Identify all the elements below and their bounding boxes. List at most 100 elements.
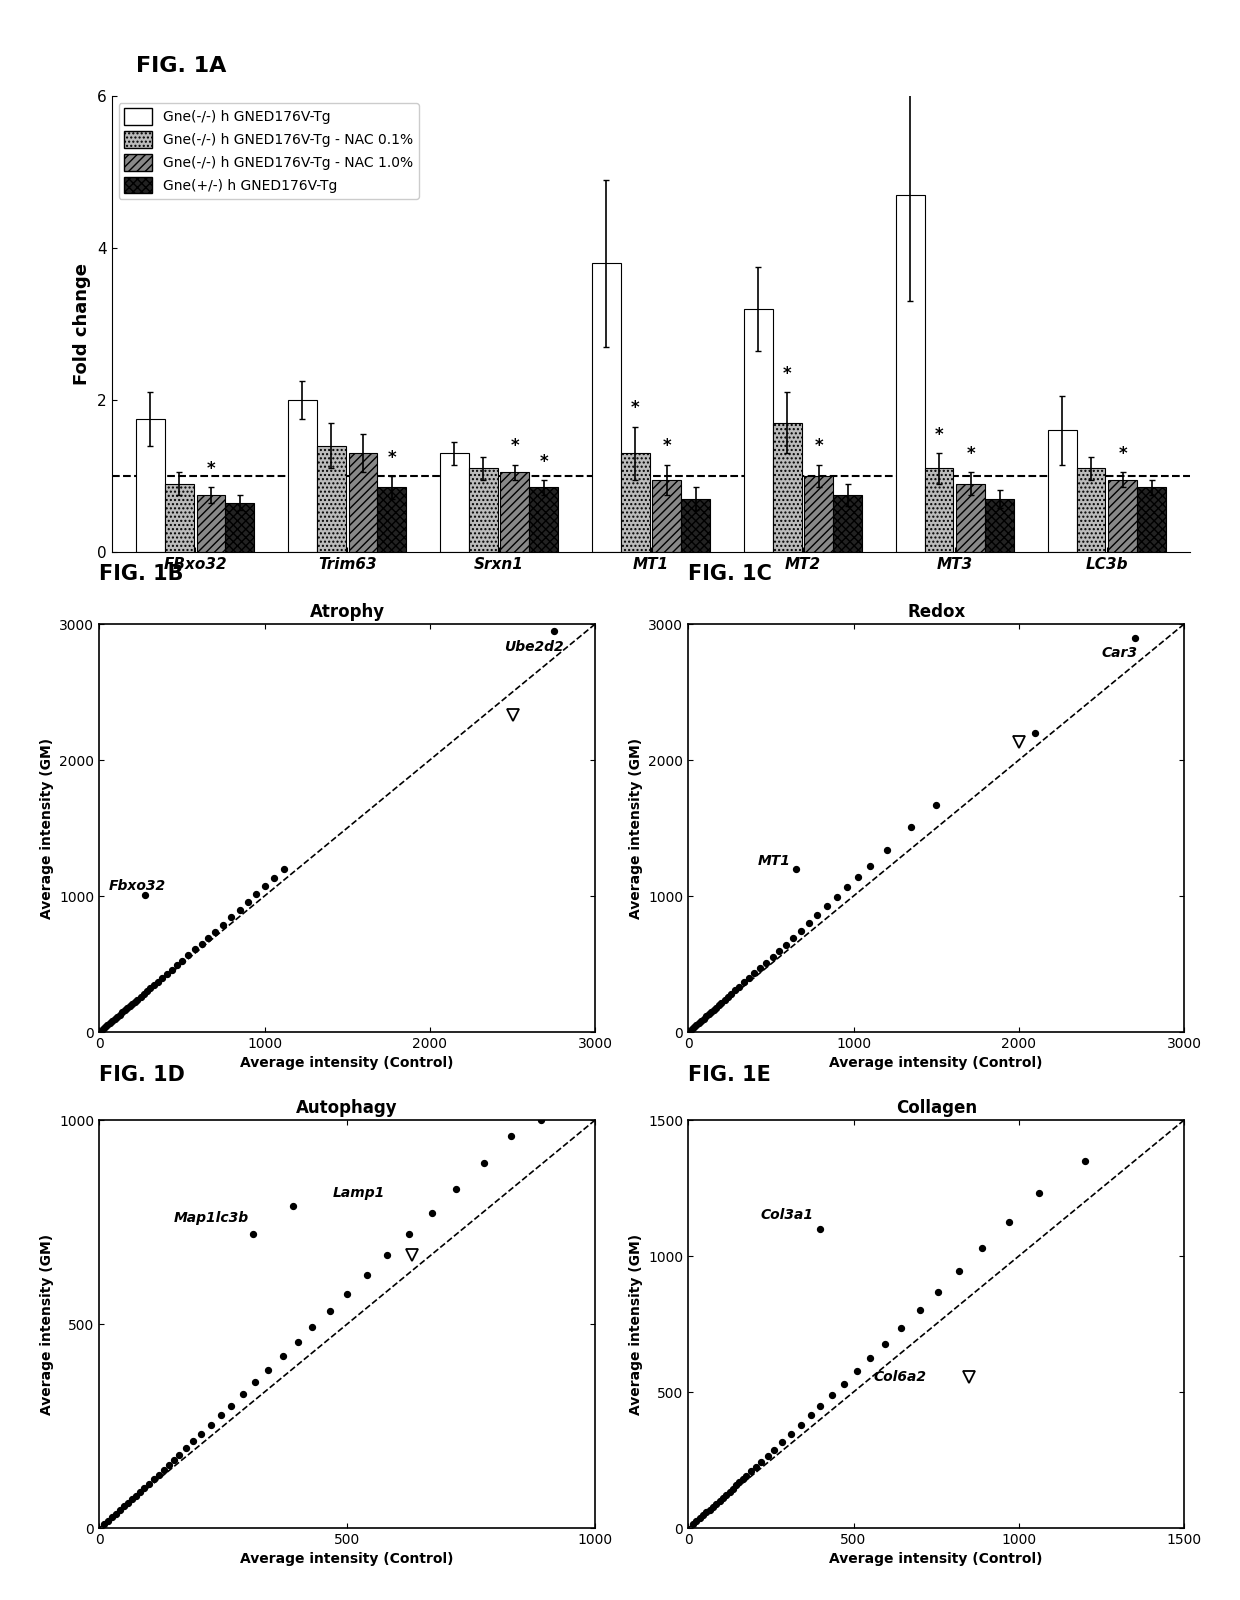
Bar <box>805 477 833 552</box>
Point <box>303 1315 322 1341</box>
Text: FIG. 1B: FIG. 1B <box>99 565 184 584</box>
Point <box>176 1435 196 1461</box>
Point <box>100 1010 120 1035</box>
Point <box>102 1504 122 1530</box>
Point <box>1029 1181 1049 1206</box>
Point <box>110 1498 130 1523</box>
Point <box>697 1003 717 1029</box>
Point <box>254 874 274 899</box>
Text: Map1lc3b: Map1lc3b <box>174 1211 249 1226</box>
X-axis label: Average intensity (Control): Average intensity (Control) <box>241 1552 454 1566</box>
Bar <box>621 453 650 552</box>
Bar <box>1048 430 1076 552</box>
Point <box>243 1221 263 1246</box>
Point <box>713 1485 733 1510</box>
Point <box>742 1459 761 1485</box>
Point <box>901 814 921 840</box>
Title: Redox: Redox <box>908 603 965 621</box>
Point <box>115 997 135 1022</box>
Point <box>737 1462 756 1488</box>
Point <box>875 1331 895 1357</box>
Point <box>682 1016 702 1042</box>
Point <box>734 970 754 995</box>
Point <box>1075 1149 1095 1174</box>
Point <box>727 1472 746 1498</box>
Point <box>172 949 192 974</box>
Bar <box>895 195 925 552</box>
Point <box>892 1315 911 1341</box>
Point <box>791 918 811 944</box>
Text: Col6a2: Col6a2 <box>873 1370 926 1384</box>
Text: *: * <box>1118 445 1127 462</box>
Point <box>791 1413 811 1438</box>
Y-axis label: Average intensity (GM): Average intensity (GM) <box>629 738 642 918</box>
Bar <box>591 262 621 552</box>
Point <box>264 866 284 891</box>
Text: Fbxo32: Fbxo32 <box>109 880 166 893</box>
Point <box>114 1493 134 1518</box>
Point <box>861 1346 880 1371</box>
Bar <box>316 445 346 552</box>
Bar <box>197 494 226 552</box>
Text: *: * <box>511 437 520 456</box>
Point <box>837 875 857 901</box>
Text: FIG. 1E: FIG. 1E <box>688 1066 771 1085</box>
Point <box>258 1357 278 1382</box>
Point <box>694 1006 714 1032</box>
Bar <box>1109 480 1137 552</box>
Text: *: * <box>815 437 823 456</box>
Bar <box>986 499 1014 552</box>
Point <box>164 1448 184 1474</box>
Point <box>98 1013 118 1038</box>
Point <box>769 938 789 963</box>
Point <box>723 1475 743 1501</box>
Point <box>162 957 182 982</box>
X-axis label: Average intensity (Control): Average intensity (Control) <box>241 1056 454 1070</box>
Point <box>707 1491 727 1517</box>
Point <box>94 1510 114 1536</box>
Point <box>847 1358 867 1384</box>
Point <box>501 1123 521 1149</box>
Text: *: * <box>782 365 791 384</box>
Point <box>531 1107 551 1133</box>
Bar <box>377 488 407 552</box>
Point <box>107 1501 126 1526</box>
Point <box>811 1216 831 1242</box>
Point <box>773 1429 792 1454</box>
Bar <box>136 419 165 552</box>
Point <box>105 1006 125 1032</box>
Point <box>144 973 164 998</box>
Bar <box>440 453 469 552</box>
Point <box>246 1370 265 1395</box>
Point <box>153 966 172 992</box>
Point <box>154 1458 174 1483</box>
Point <box>128 987 148 1013</box>
Point <box>337 1282 357 1307</box>
Point <box>320 1298 340 1323</box>
Point <box>377 1243 397 1269</box>
Point <box>763 944 782 970</box>
Point <box>139 1470 159 1496</box>
Point <box>130 1480 150 1506</box>
Point <box>910 1298 930 1323</box>
Point <box>709 1488 729 1514</box>
Point <box>999 1210 1019 1235</box>
Point <box>93 1016 113 1042</box>
Text: FIG. 1A: FIG. 1A <box>136 56 227 75</box>
Text: Car3: Car3 <box>1101 645 1137 659</box>
Point <box>776 931 796 957</box>
Bar <box>773 422 801 552</box>
Point <box>120 994 140 1019</box>
Point <box>784 925 804 950</box>
Point <box>717 1482 737 1507</box>
Point <box>110 1002 130 1027</box>
Point <box>801 1403 821 1429</box>
Point <box>238 890 258 915</box>
Text: *: * <box>662 437 671 456</box>
Text: Lamp1: Lamp1 <box>332 1187 384 1200</box>
Point <box>198 925 218 950</box>
Bar <box>833 494 862 552</box>
Point <box>222 904 242 930</box>
Point <box>861 853 880 878</box>
Point <box>274 856 294 882</box>
